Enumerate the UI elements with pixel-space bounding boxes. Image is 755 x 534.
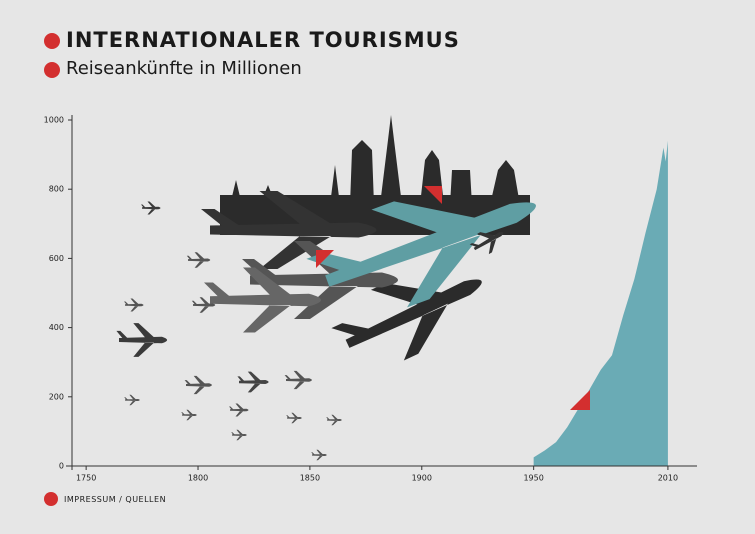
x-tick-label: 1950 (523, 474, 543, 483)
y-tick-label: 200 (49, 392, 64, 401)
x-tick-label: 2010 (658, 474, 678, 483)
illustration (116, 115, 590, 461)
y-tick-label: 600 (49, 254, 64, 263)
x-tick-label: 1900 (412, 474, 432, 483)
plane (229, 403, 249, 417)
footer-link[interactable]: IMPRESSUM / QUELLEN (64, 495, 167, 504)
plane (311, 449, 327, 461)
x-tick-label: 1850 (300, 474, 320, 483)
plane (284, 370, 312, 390)
plane (141, 201, 161, 215)
plane (186, 252, 211, 268)
plane (237, 371, 269, 393)
plane (231, 429, 247, 441)
footer-icon (44, 492, 58, 506)
chart-title: INTERNATIONALER TOURISMUS (66, 28, 460, 52)
plane (326, 414, 342, 426)
x-tick-label: 1800 (188, 474, 208, 483)
subtitle-icon (44, 62, 60, 78)
x-tick-label: 1750 (76, 474, 96, 483)
area (533, 140, 668, 466)
marker (570, 390, 590, 410)
plane (184, 375, 212, 395)
marker (316, 250, 334, 268)
marker (424, 186, 442, 204)
y-tick-label: 0 (59, 462, 64, 471)
plane (124, 394, 140, 406)
plane (181, 409, 197, 421)
chart-subtitle: Reiseankünfte in Millionen (66, 58, 302, 79)
y-tick-label: 400 (49, 323, 64, 332)
plane (116, 323, 168, 357)
title-icon (44, 33, 60, 49)
plane (286, 412, 302, 424)
y-tick-label: 800 (49, 185, 64, 194)
plane (124, 298, 144, 312)
y-tick-label: 1000 (44, 116, 64, 125)
